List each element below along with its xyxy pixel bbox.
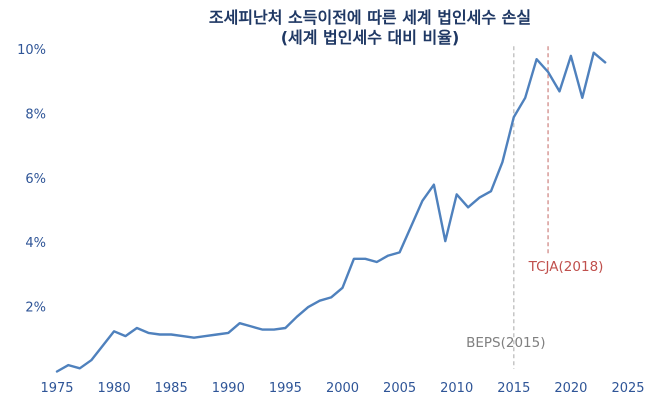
x-tick-label: 2020	[554, 381, 587, 396]
x-tick-label: 1980	[98, 381, 131, 396]
annotation-label: BEPS(2015)	[466, 335, 545, 351]
x-tick-label: 2010	[440, 381, 473, 396]
x-tick-label: 2025	[611, 381, 644, 396]
x-tick-label: 2005	[383, 381, 416, 396]
y-tick-label: 6%	[25, 172, 46, 187]
annotation-label: TCJA(2018)	[528, 259, 604, 275]
y-tick-label: 10%	[17, 43, 46, 58]
y-tick-label: 8%	[25, 107, 46, 122]
x-tick-label: 1985	[155, 381, 188, 396]
series-line	[55, 51, 607, 373]
y-tick-label: 4%	[25, 236, 46, 251]
x-tick-label: 1975	[40, 381, 73, 396]
x-tick-label: 2000	[326, 381, 359, 396]
y-tick-label: 2%	[25, 301, 46, 316]
x-tick-label: 1990	[212, 381, 245, 396]
x-tick-label: 1995	[269, 381, 302, 396]
x-tick-label: 2015	[497, 381, 530, 396]
